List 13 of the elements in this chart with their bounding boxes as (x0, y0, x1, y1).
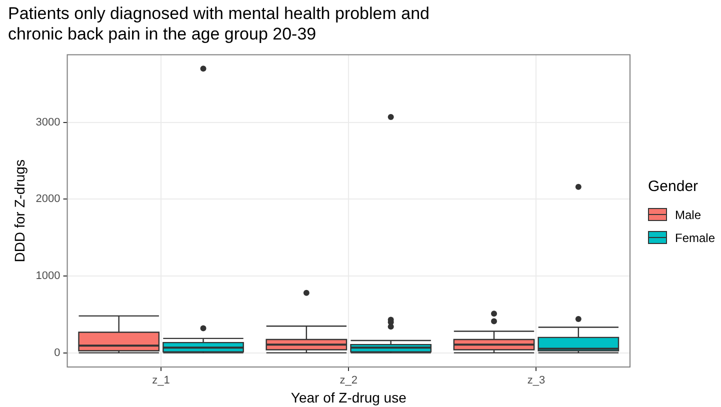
y-tick-label: 1000 (36, 270, 60, 282)
y-tick-label: 2000 (36, 193, 60, 206)
y-axis-title: DDD for Z-drugs (11, 160, 28, 262)
y-tick-label: 0 (54, 346, 60, 359)
legend-label: Female (675, 230, 716, 244)
x-tick-label: z_1 (152, 374, 170, 387)
x-tick-label: z_2 (340, 374, 358, 387)
x-tick-label: z_3 (527, 374, 546, 387)
x-axis-title: Year of Z-drug use (290, 389, 407, 406)
legend-label: Male (675, 208, 702, 222)
y-tick-label: 3000 (36, 116, 60, 128)
chart-title: Patients only diagnosed with mental health problem and chronic back pain in the age group 20-39 (8, 4, 430, 44)
legend-title: Gender (648, 178, 700, 195)
